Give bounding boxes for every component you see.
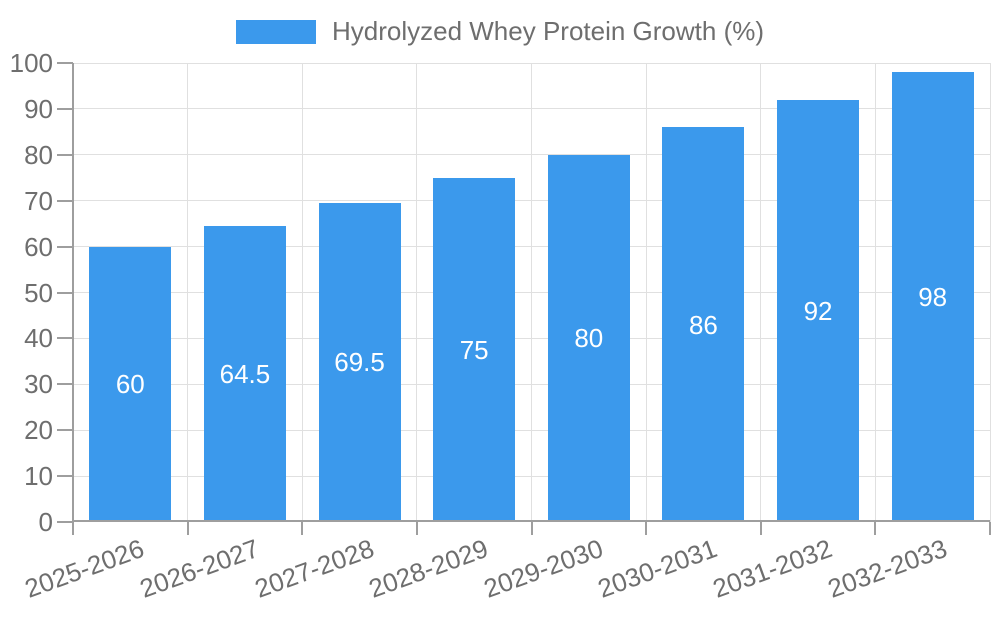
- x-axis-tick: [301, 522, 304, 535]
- legend-swatch: [235, 19, 316, 44]
- x-axis-tick: [72, 522, 74, 535]
- y-axis-label: 70: [24, 185, 53, 216]
- bar-value-label: 92: [803, 295, 833, 326]
- bar-value-label: 98: [918, 282, 948, 313]
- bar-value-label: 75: [459, 334, 489, 365]
- v-gridline: [645, 63, 647, 522]
- bar[interactable]: [89, 246, 172, 522]
- x-axis-line: [73, 520, 990, 522]
- x-axis-tick: [530, 522, 533, 535]
- bar-value-label: 86: [688, 309, 718, 340]
- bar-value-label: 80: [574, 323, 604, 354]
- x-axis-tick: [645, 522, 648, 535]
- x-axis-tick: [874, 522, 877, 535]
- v-gridline: [416, 63, 418, 522]
- y-axis-tick: [57, 245, 73, 248]
- bar[interactable]: [662, 127, 745, 522]
- plot-area: 0 10 20 30 40 50 60 70 80 90 100 60 2025-2026 64.5 202…: [10, 49, 991, 604]
- v-gridline: [187, 63, 189, 522]
- y-axis-label: 80: [24, 139, 53, 170]
- y-axis-label: 0: [38, 507, 53, 537]
- x-axis-tick: [989, 522, 991, 535]
- bar[interactable]: [547, 154, 630, 522]
- y-axis-tick: [57, 383, 73, 386]
- bar-value-label: 60: [115, 369, 145, 400]
- y-axis-label: 50: [24, 277, 53, 308]
- bar[interactable]: [433, 177, 516, 522]
- chart-canvas: Hydrolyzed Whey Protein Growth (%) 0 10 20…: [0, 16, 1000, 604]
- legend[interactable]: Hydrolyzed Whey Protein Growth (%): [0, 16, 1000, 47]
- bar[interactable]: [777, 99, 860, 522]
- y-axis-label: 30: [24, 369, 53, 400]
- v-gridline: [989, 63, 991, 522]
- y-axis-label: 10: [24, 461, 53, 492]
- bar-value-label: 69.5: [334, 347, 385, 378]
- x-axis-tick: [759, 522, 762, 535]
- y-axis-label: 60: [24, 231, 53, 262]
- v-gridline: [874, 63, 876, 522]
- x-axis-tick: [415, 522, 418, 535]
- v-gridline: [531, 63, 532, 522]
- v-gridline: [301, 63, 303, 522]
- y-axis-tick: [57, 337, 73, 340]
- y-axis-label: 100: [9, 48, 53, 78]
- y-axis-tick: [57, 199, 73, 202]
- bar[interactable]: [203, 225, 286, 522]
- bar[interactable]: [318, 202, 401, 522]
- y-axis-line: [72, 63, 74, 522]
- bar[interactable]: [891, 72, 974, 522]
- y-axis-tick: [57, 475, 73, 478]
- y-axis-label: 40: [24, 323, 53, 354]
- v-gridline: [760, 63, 762, 522]
- y-axis-tick: [57, 521, 73, 523]
- y-axis-label: 90: [24, 93, 53, 124]
- bar-value-label: 64.5: [219, 358, 271, 389]
- y-axis-label: 20: [24, 415, 53, 446]
- y-axis-tick: [57, 107, 73, 110]
- x-axis-tick: [186, 522, 189, 535]
- y-axis-tick: [57, 429, 73, 432]
- legend-label: Hydrolyzed Whey Protein Growth (%): [331, 16, 765, 46]
- y-axis-tick: [57, 62, 73, 64]
- y-axis-tick: [57, 291, 73, 294]
- y-axis-tick: [57, 153, 73, 156]
